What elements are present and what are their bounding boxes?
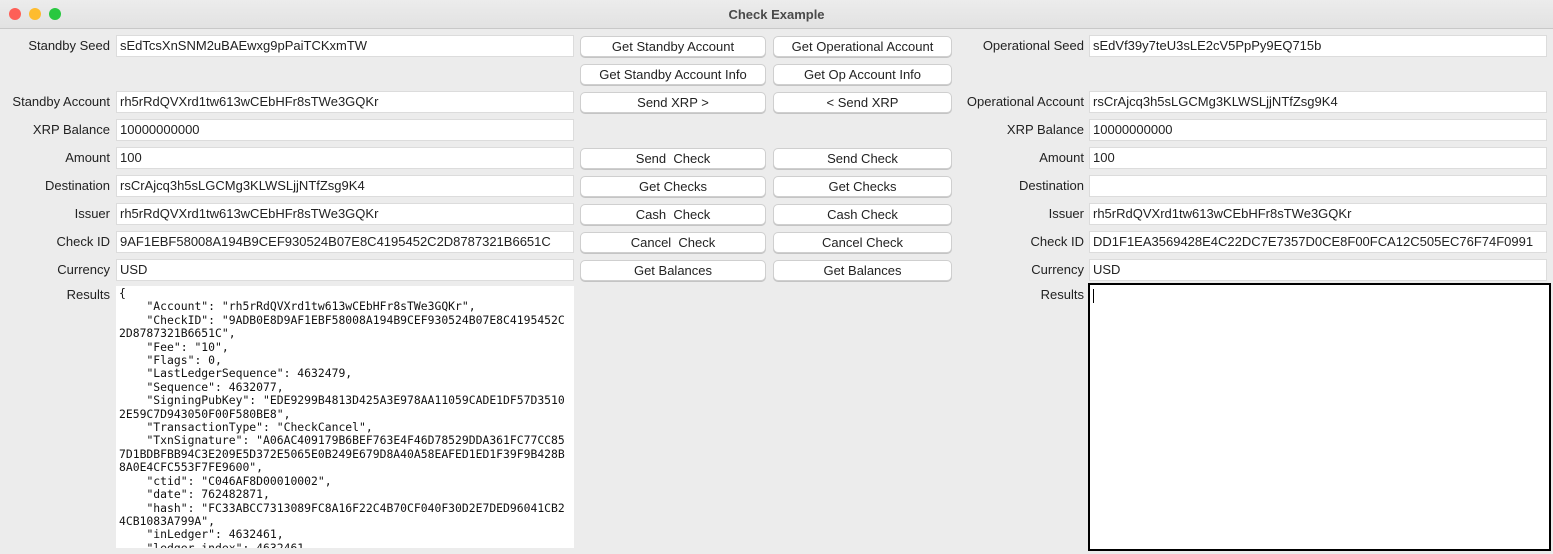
standby-cash-check-button[interactable]: Cash Check <box>580 204 766 225</box>
standby-cancel-check-button[interactable]: Cancel Check <box>580 232 766 253</box>
operational-amount-label: Amount <box>1039 150 1084 165</box>
standby-xrp-balance-label: XRP Balance <box>32 122 110 137</box>
operational-cash-check-button[interactable]: Cash Check <box>773 204 952 225</box>
operational-operational-account-label: Operational Account <box>966 94 1084 109</box>
operational-operational-seed-label: Operational Seed <box>982 38 1084 53</box>
standby-xrp-balance-input[interactable]: 10000000000 <box>116 119 574 141</box>
operational-send-xrp-button[interactable]: < Send XRP <box>773 92 952 113</box>
operational-operational-account-input[interactable]: rsCrAjcq3h5sLGCMg3KLWSLjjNTfZsg9K4 <box>1089 91 1547 113</box>
operational-get-operational-account-button[interactable]: Get Operational Account <box>773 36 952 57</box>
title-bar: Check Example <box>0 0 1553 29</box>
standby-issuer-input[interactable]: rh5rRdQVXrd1tw613wCEbHFr8sTWe3GQKr <box>116 203 574 225</box>
operational-xrp-balance-label: XRP Balance <box>1006 122 1084 137</box>
standby-destination-input[interactable]: rsCrAjcq3h5sLGCMg3KLWSLjjNTfZsg9K4 <box>116 175 574 197</box>
standby-send-check-button[interactable]: Send Check <box>580 148 766 169</box>
minimize-window-button[interactable] <box>29 8 41 20</box>
operational-operational-seed-input[interactable]: sEdVf39y7teU3sLE2cV5PpPy9EQ715b <box>1089 35 1547 57</box>
standby-check-id-input[interactable]: 9AF1EBF58008A194B9CEF930524B07E8C4195452… <box>116 231 574 253</box>
window-title: Check Example <box>728 7 825 22</box>
operational-send-check-button[interactable]: Send Check <box>773 148 952 169</box>
operational-currency-input[interactable]: USD <box>1089 259 1547 281</box>
standby-amount-input[interactable]: 100 <box>116 147 574 169</box>
standby-standby-seed-input[interactable]: sEdTcsXnSNM2uBAEwxg9pPaiTCKxmTW <box>116 35 574 57</box>
operational-amount-input[interactable]: 100 <box>1089 147 1547 169</box>
standby-standby-seed-label: Standby Seed <box>28 38 110 53</box>
standby-results-label: Results <box>66 287 110 302</box>
standby-send-xrp-button[interactable]: Send XRP > <box>580 92 766 113</box>
operational-get-op-account-info-button[interactable]: Get Op Account Info <box>773 64 952 85</box>
operational-results-textarea[interactable] <box>1088 283 1551 551</box>
operational-xrp-balance-input[interactable]: 10000000000 <box>1089 119 1547 141</box>
operational-destination-input[interactable] <box>1089 175 1547 197</box>
operational-check-id-label: Check ID <box>1030 234 1084 249</box>
standby-check-id-label: Check ID <box>56 234 110 249</box>
standby-get-checks-button[interactable]: Get Checks <box>580 176 766 197</box>
standby-get-standby-account-info-button[interactable]: Get Standby Account Info <box>580 64 766 85</box>
close-window-button[interactable] <box>9 8 21 20</box>
operational-currency-label: Currency <box>1031 262 1084 277</box>
operational-check-id-input[interactable]: DD1F1EA3569428E4C22DC7E7357D0CE8F00FCA12… <box>1089 231 1547 253</box>
standby-destination-label: Destination <box>44 178 110 193</box>
standby-get-balances-button[interactable]: Get Balances <box>580 260 766 281</box>
standby-issuer-label: Issuer <box>74 206 110 221</box>
standby-currency-label: Currency <box>57 262 110 277</box>
standby-currency-input[interactable]: USD <box>116 259 574 281</box>
operational-get-balances-button[interactable]: Get Balances <box>773 260 952 281</box>
standby-results-text: { "Account": "rh5rRdQVXrd1tw613wCEbHFr8s… <box>119 286 565 548</box>
standby-get-standby-account-button[interactable]: Get Standby Account <box>580 36 766 57</box>
operational-cancel-check-button[interactable]: Cancel Check <box>773 232 952 253</box>
text-cursor <box>1093 289 1094 303</box>
standby-amount-label: Amount <box>65 150 110 165</box>
operational-get-checks-button[interactable]: Get Checks <box>773 176 952 197</box>
standby-standby-account-input[interactable]: rh5rRdQVXrd1tw613wCEbHFr8sTWe3GQKr <box>116 91 574 113</box>
zoom-window-button[interactable] <box>49 8 61 20</box>
operational-destination-label: Destination <box>1018 178 1084 193</box>
operational-results-label: Results <box>1040 287 1084 302</box>
operational-issuer-input[interactable]: rh5rRdQVXrd1tw613wCEbHFr8sTWe3GQKr <box>1089 203 1547 225</box>
standby-results-textarea[interactable]: { "Account": "rh5rRdQVXrd1tw613wCEbHFr8s… <box>116 286 574 548</box>
operational-issuer-label: Issuer <box>1048 206 1084 221</box>
standby-standby-account-label: Standby Account <box>12 94 110 109</box>
